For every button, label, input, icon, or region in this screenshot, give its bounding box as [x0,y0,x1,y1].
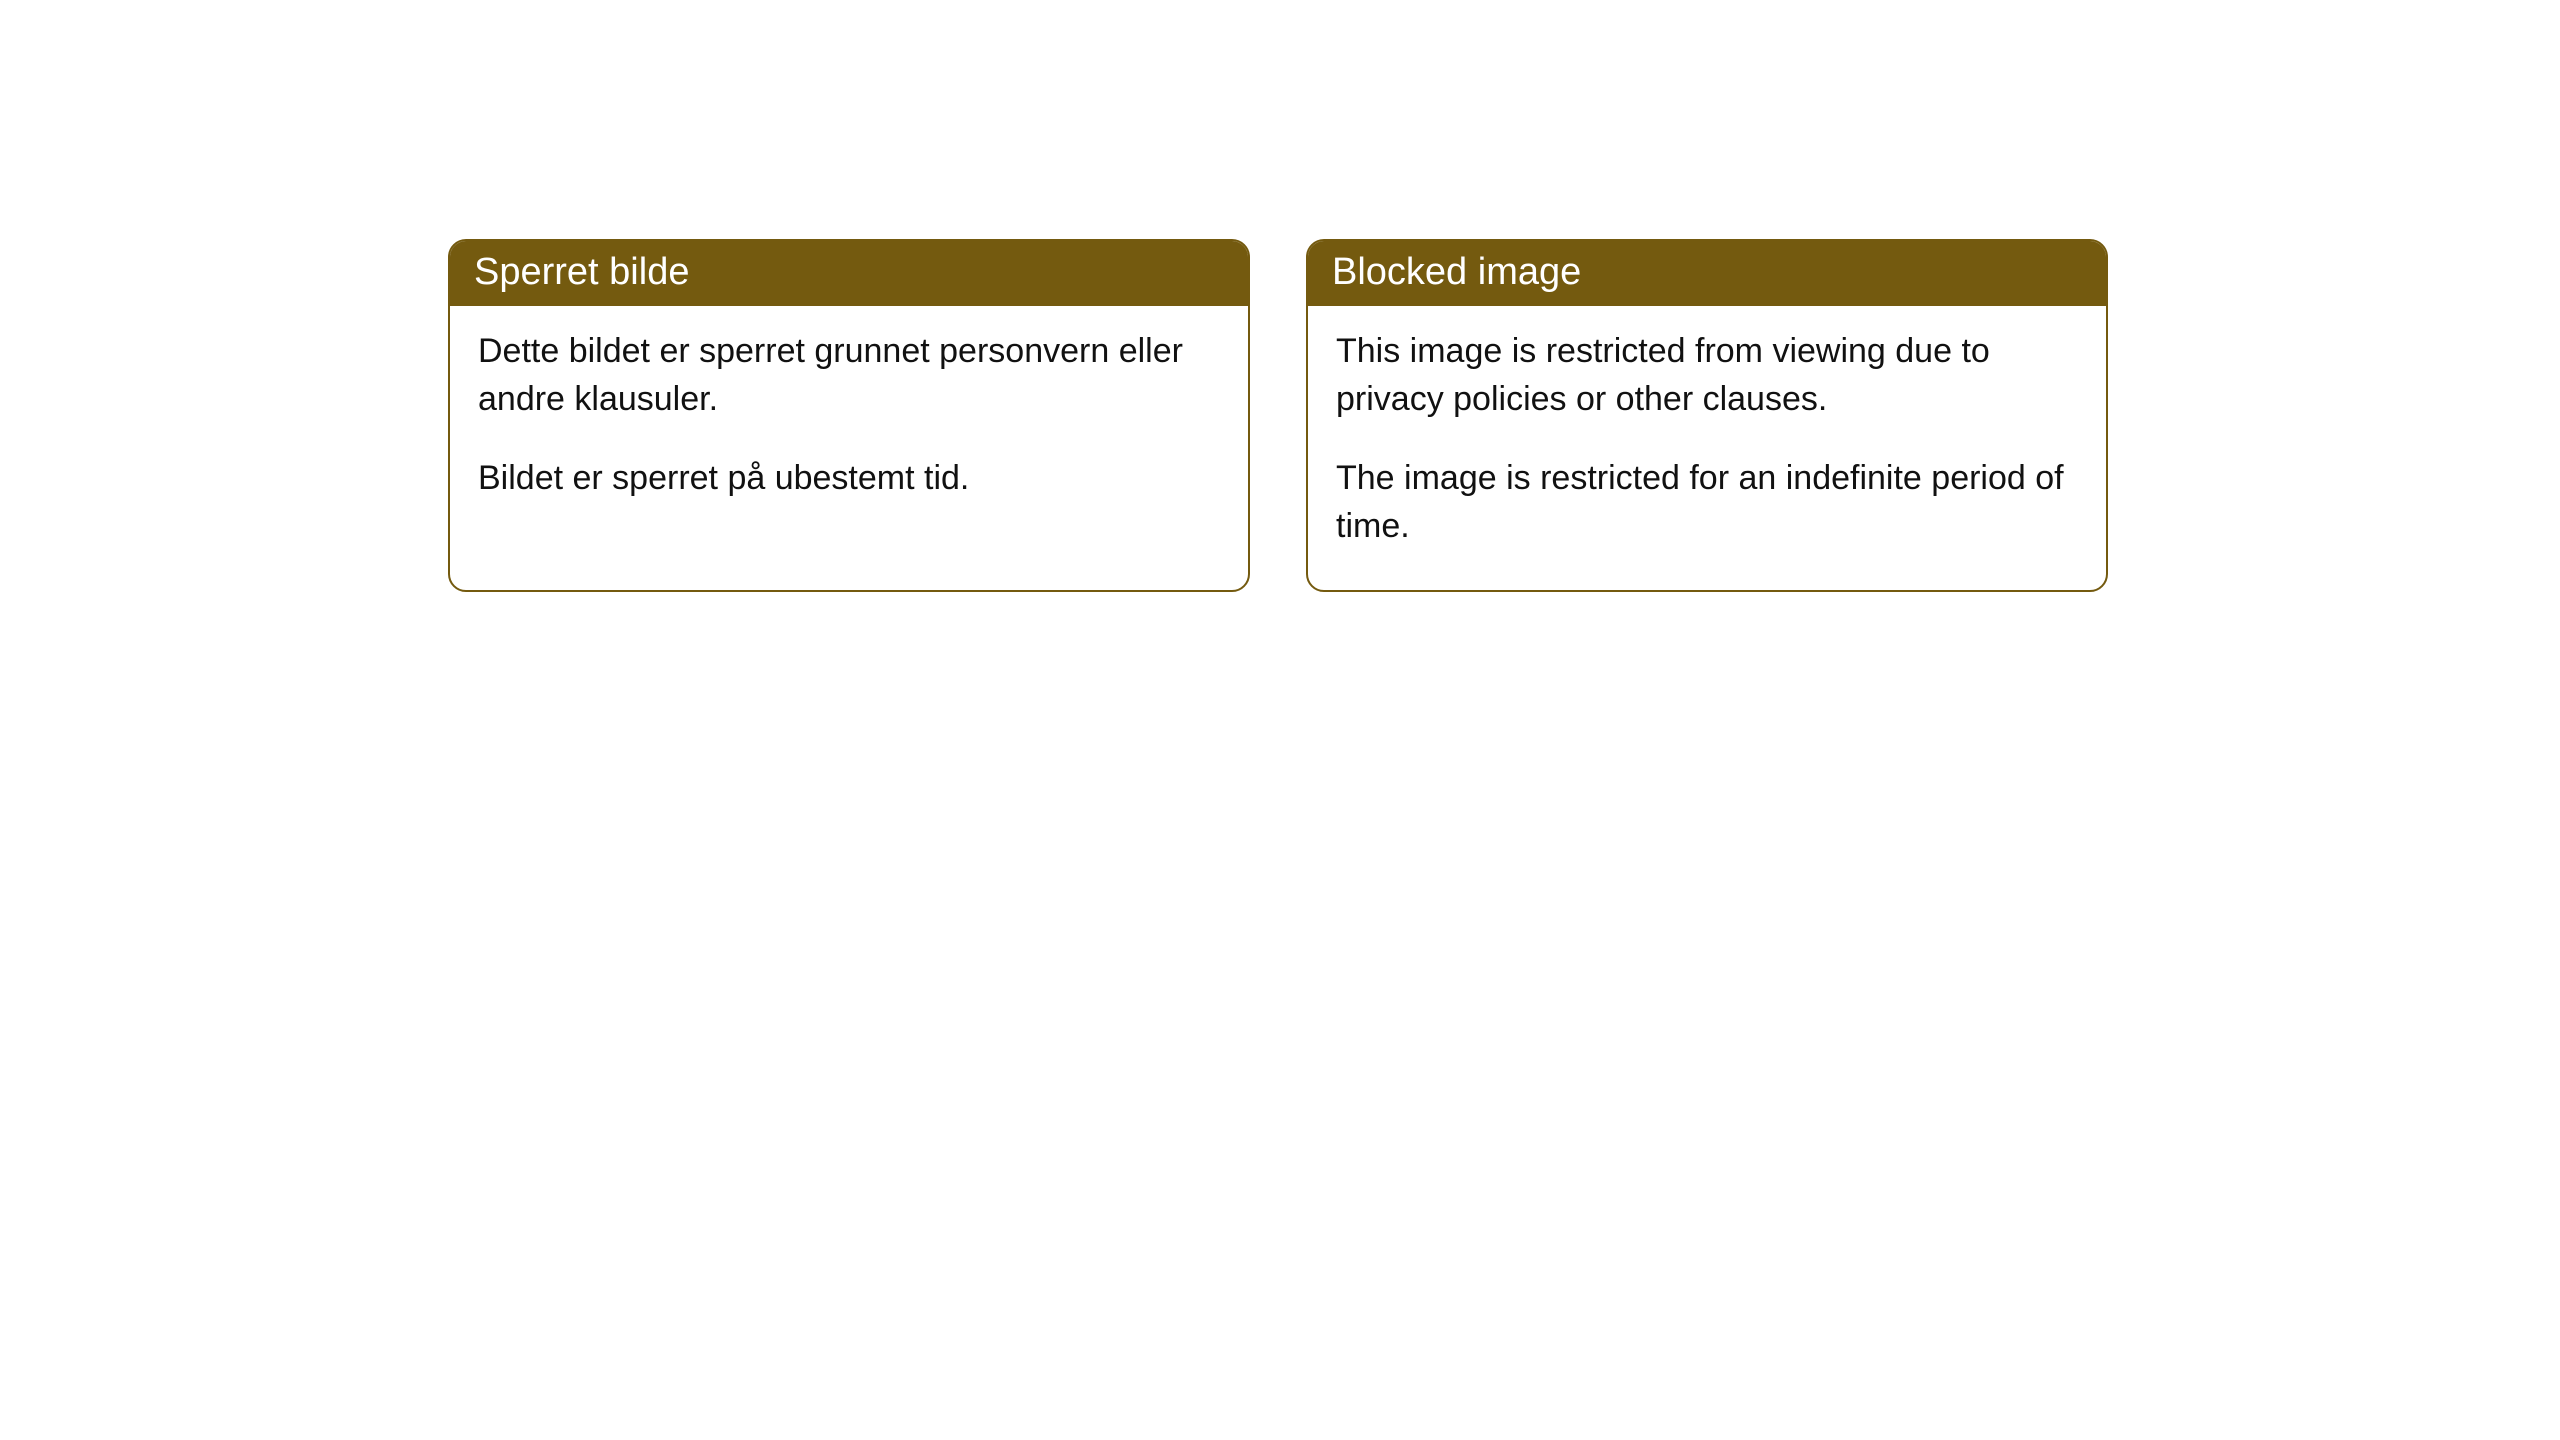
notice-cards-container: Sperret bilde Dette bildet er sperret gr… [448,239,2108,592]
card-title: Sperret bilde [450,241,1248,306]
card-body: Dette bildet er sperret grunnet personve… [450,306,1248,543]
card-paragraph: Dette bildet er sperret grunnet personve… [478,328,1220,423]
card-paragraph: The image is restricted for an indefinit… [1336,455,2078,550]
notice-card-english: Blocked image This image is restricted f… [1306,239,2108,592]
card-paragraph: This image is restricted from viewing du… [1336,328,2078,423]
notice-card-norwegian: Sperret bilde Dette bildet er sperret gr… [448,239,1250,592]
card-paragraph: Bildet er sperret på ubestemt tid. [478,455,1220,503]
card-title: Blocked image [1308,241,2106,306]
card-body: This image is restricted from viewing du… [1308,306,2106,590]
